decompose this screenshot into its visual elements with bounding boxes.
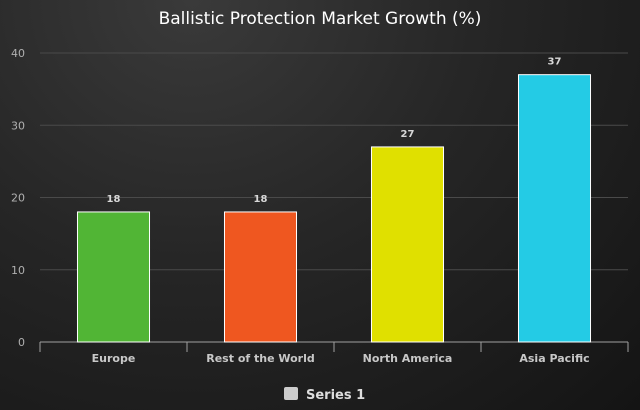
data-label: 18 (254, 194, 268, 205)
data-labels: 18 18 27 37 (107, 57, 562, 205)
bar[interactable] (76, 211, 151, 343)
x-axis: Europe Rest of the World North America Asia… (39, 341, 629, 365)
x-tick-label: North America (363, 352, 453, 365)
data-label: 18 (107, 194, 121, 205)
legend-label[interactable]: Series 1 (306, 388, 365, 403)
bar[interactable] (517, 74, 592, 343)
bars (76, 74, 592, 343)
y-axis: 0 10 20 30 40 (11, 47, 25, 349)
bar[interactable] (370, 146, 445, 343)
x-tick-label: Europe (92, 352, 136, 365)
chart-title: Ballistic Protection Market Growth (%) (159, 9, 482, 29)
y-tick-label: 20 (11, 192, 25, 205)
x-tick-label: Rest of the World (206, 352, 315, 365)
data-label: 27 (401, 129, 415, 140)
data-label: 37 (548, 57, 562, 68)
legend[interactable]: Series 1 (284, 387, 365, 403)
legend-swatch[interactable] (284, 387, 298, 400)
x-tick-label: Asia Pacific (519, 352, 589, 365)
y-tick-label: 10 (11, 264, 25, 277)
y-tick-label: 40 (11, 47, 25, 60)
y-tick-label: 0 (18, 336, 25, 349)
y-tick-label: 30 (11, 119, 25, 132)
bar[interactable] (223, 211, 298, 343)
